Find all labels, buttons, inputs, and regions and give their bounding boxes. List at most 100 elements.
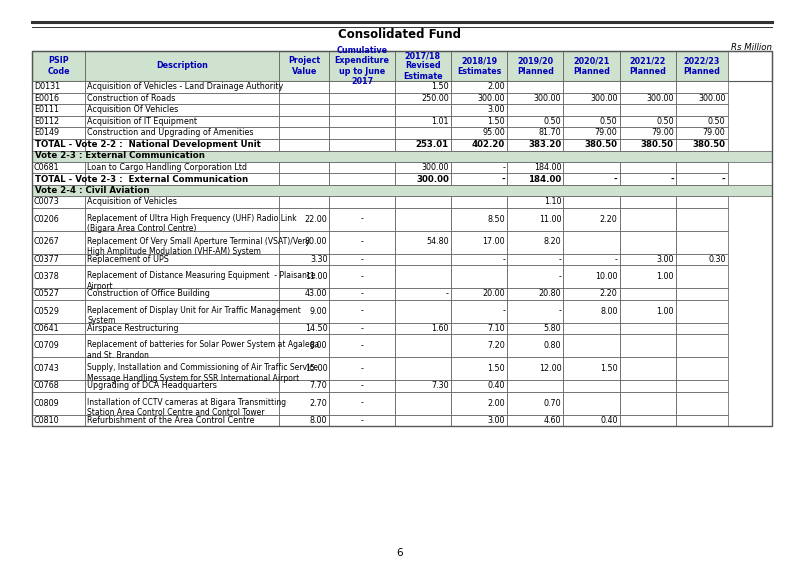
Bar xyxy=(619,162,676,173)
Bar xyxy=(330,380,394,392)
Text: Loan to Cargo Handling Corporation Ltd: Loan to Cargo Handling Corporation Ltd xyxy=(87,163,247,172)
Bar xyxy=(563,288,619,299)
Bar xyxy=(507,104,563,115)
Text: TOTAL - Vote 2-3 :  External Communication: TOTAL - Vote 2-3 : External Communicatio… xyxy=(35,175,248,184)
Bar xyxy=(86,196,279,207)
Bar xyxy=(676,392,727,415)
Bar xyxy=(563,162,619,173)
Text: 253.01: 253.01 xyxy=(416,140,449,149)
Bar xyxy=(279,265,330,288)
Text: 380.50: 380.50 xyxy=(641,140,674,149)
Bar xyxy=(32,115,86,127)
Bar xyxy=(394,162,451,173)
Text: -: - xyxy=(361,306,363,315)
Bar xyxy=(676,207,727,231)
Bar xyxy=(394,380,451,392)
Bar xyxy=(279,115,330,127)
Bar xyxy=(279,51,330,81)
Text: Vote 2-3 : External Communication: Vote 2-3 : External Communication xyxy=(35,151,205,160)
Bar xyxy=(451,299,507,323)
Bar xyxy=(32,231,86,254)
Bar xyxy=(451,357,507,380)
Text: -: - xyxy=(361,255,363,264)
Bar xyxy=(32,81,86,93)
Bar xyxy=(451,93,507,104)
Bar xyxy=(86,93,279,104)
Text: Rs Million: Rs Million xyxy=(731,42,772,51)
Text: Replacement of batteries for Solar Power System at Agalega
and St. Brandon: Replacement of batteries for Solar Power… xyxy=(87,340,319,360)
Bar xyxy=(394,415,451,426)
Bar xyxy=(32,265,86,288)
Bar xyxy=(279,93,330,104)
Bar xyxy=(32,334,86,357)
Bar xyxy=(279,288,330,299)
Text: C0206: C0206 xyxy=(34,215,60,224)
Bar xyxy=(507,81,563,93)
Text: 2018/19
Estimates: 2018/19 Estimates xyxy=(457,56,501,76)
Text: 0.40: 0.40 xyxy=(487,381,505,390)
Text: 300.00: 300.00 xyxy=(646,94,674,103)
Text: E0112: E0112 xyxy=(34,117,59,126)
Bar xyxy=(86,357,279,380)
Bar xyxy=(279,334,330,357)
Bar xyxy=(330,173,394,185)
Bar xyxy=(279,299,330,323)
Bar xyxy=(394,265,451,288)
Text: 79.00: 79.00 xyxy=(595,128,618,137)
Text: -: - xyxy=(558,272,562,281)
Bar xyxy=(330,265,394,288)
Text: 383.20: 383.20 xyxy=(528,140,562,149)
Bar xyxy=(86,207,279,231)
Bar xyxy=(330,288,394,299)
Bar xyxy=(676,415,727,426)
Bar xyxy=(619,254,676,265)
Bar xyxy=(32,323,86,334)
Bar xyxy=(330,138,394,150)
Text: C0378: C0378 xyxy=(34,272,60,281)
Bar xyxy=(563,334,619,357)
Bar xyxy=(330,51,394,81)
Bar xyxy=(330,357,394,380)
Bar xyxy=(451,207,507,231)
Bar xyxy=(563,138,619,150)
Bar xyxy=(563,104,619,115)
Bar xyxy=(507,288,563,299)
Text: 95.00: 95.00 xyxy=(482,128,505,137)
Bar xyxy=(507,380,563,392)
Bar xyxy=(507,127,563,138)
Bar xyxy=(507,392,563,415)
Text: 8.00: 8.00 xyxy=(310,416,327,425)
Text: Acquisition Of Vehicles: Acquisition Of Vehicles xyxy=(87,105,178,114)
Bar xyxy=(619,265,676,288)
Bar xyxy=(279,415,330,426)
Bar xyxy=(32,51,86,81)
Bar xyxy=(394,93,451,104)
Bar xyxy=(563,254,619,265)
Bar xyxy=(507,51,563,81)
Text: 1.50: 1.50 xyxy=(487,364,505,373)
Text: C0809: C0809 xyxy=(34,398,60,407)
Bar xyxy=(394,323,451,334)
Text: 43.00: 43.00 xyxy=(305,289,327,298)
Bar xyxy=(32,288,86,299)
Bar xyxy=(619,392,676,415)
Text: 2017/18
Revised
Estimate: 2017/18 Revised Estimate xyxy=(403,51,442,81)
Text: 3.00: 3.00 xyxy=(656,255,674,264)
Bar xyxy=(507,196,563,207)
Text: 2020/21
Planned: 2020/21 Planned xyxy=(573,56,610,76)
Bar xyxy=(619,357,676,380)
Bar xyxy=(86,162,279,173)
Text: 79.00: 79.00 xyxy=(651,128,674,137)
Bar xyxy=(32,173,86,185)
Bar xyxy=(676,173,727,185)
Bar xyxy=(676,323,727,334)
Bar xyxy=(507,357,563,380)
Text: -: - xyxy=(361,364,363,373)
Bar xyxy=(394,288,451,299)
Bar xyxy=(619,323,676,334)
Bar xyxy=(619,334,676,357)
Text: 81.70: 81.70 xyxy=(538,128,562,137)
Text: -: - xyxy=(361,215,363,224)
Text: Project
Value: Project Value xyxy=(288,56,320,76)
Text: 1.10: 1.10 xyxy=(544,197,562,206)
